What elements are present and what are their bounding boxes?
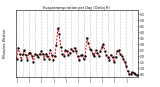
Title: Evapotranspiration per Day (Oz/sq ft): Evapotranspiration per Day (Oz/sq ft) — [43, 6, 110, 10]
Text: Milwaukee Weather: Milwaukee Weather — [3, 29, 7, 58]
